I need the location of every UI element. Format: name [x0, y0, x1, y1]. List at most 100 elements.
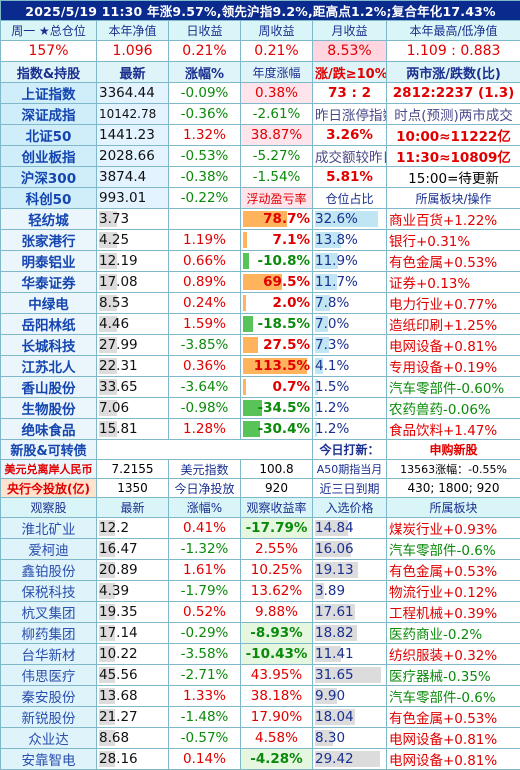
index-change: -0.38% [169, 167, 241, 188]
holding-name[interactable]: 岳阳林纸 [1, 314, 97, 335]
header-cell: 周一 ★总仓位 [1, 21, 97, 41]
header-cell: 入选价格 [313, 498, 387, 518]
holding-pnl: 78.7% [241, 209, 313, 230]
holding-name[interactable]: 香山股份 [1, 377, 97, 398]
watch-return: 17.90% [241, 707, 313, 728]
index-name: 沪深300 [1, 167, 97, 188]
watch-entry: 11.41 [313, 644, 387, 665]
maturity-label: 近三日到期 [313, 479, 387, 498]
watch-change: -3.58% [169, 644, 241, 665]
watch-sector: 汽车零部件-0.6% [387, 686, 520, 707]
pboc-row: 央行今投放(亿) 1350 今日净投放 920 近三日到期 430; 1800;… [1, 479, 520, 498]
watch-sector: 工程机械+0.39% [387, 602, 520, 623]
watch-return: 43.95% [241, 665, 313, 686]
today-ipo-label: 今日打新： [313, 440, 387, 460]
watch-price: 20.89 [97, 560, 169, 581]
holding-name[interactable]: 张家港行 [1, 230, 97, 251]
a50-value: 13563涨幅：-0.55% [387, 460, 520, 479]
watch-price: 21.27 [97, 707, 169, 728]
watch-entry: 18.04 [313, 707, 387, 728]
watch-change: -1.48% [169, 707, 241, 728]
watch-price: 45.56 [97, 665, 169, 686]
pnl-bar [243, 337, 258, 353]
watch-name[interactable]: 淮北矿业 [1, 518, 97, 539]
holding-position: 11.7% [313, 272, 387, 293]
index-ytd: 38.87% [241, 125, 313, 146]
index-name: 创业板指 [1, 146, 97, 167]
holding-name[interactable]: 华泰证券 [1, 272, 97, 293]
holding-price: 3.73 [97, 209, 169, 230]
watch-name[interactable]: 柳药集团 [1, 623, 97, 644]
pnl-bar [243, 316, 253, 332]
holding-name[interactable]: 中绿电 [1, 293, 97, 314]
watch-entry: 19.13 [313, 560, 387, 581]
dxy-value: 100.8 [241, 460, 313, 479]
holding-name[interactable]: 长城科技 [1, 335, 97, 356]
watch-return: -17.79% [241, 518, 313, 539]
holding-name[interactable]: 绝味食品 [1, 419, 97, 440]
watch-name[interactable]: 众业达 [1, 728, 97, 749]
watch-change: -2.71% [169, 665, 241, 686]
holding-name[interactable]: 明泰铝业 [1, 251, 97, 272]
watch-price: 16.47 [97, 539, 169, 560]
index-change: 1.32% [169, 125, 241, 146]
holding-name[interactable]: 轻纺城 [1, 209, 97, 230]
watch-return: -8.93% [241, 623, 313, 644]
index-price: 3874.4 [97, 167, 169, 188]
holding-pnl: 7.1% [241, 230, 313, 251]
holding-pnl: 27.5% [241, 335, 313, 356]
holding-pnl: -18.5% [241, 314, 313, 335]
watch-return: 10.25% [241, 560, 313, 581]
index-aux-1: 昨日涨停指数 [313, 104, 387, 125]
holding-pnl: -30.4% [241, 419, 313, 440]
watch-name[interactable]: 新锐股份 [1, 707, 97, 728]
watch-entry: 29.42 [313, 749, 387, 770]
holding-pnl: -10.8% [241, 251, 313, 272]
header-cell: 涨幅% [169, 62, 241, 83]
year-high-low-value: 1.109 : 0.883 [387, 41, 520, 62]
banner-summary: 2025/5/19 11:30 年涨9.57%,领先沪指9.2%,距高点1.2%… [1, 1, 520, 21]
holding-sector: 专用设备+0.19% [387, 356, 520, 377]
watch-name[interactable]: 安靠智电 [1, 749, 97, 770]
holding-pnl: 2.0% [241, 293, 313, 314]
watch-price: 8.68 [97, 728, 169, 749]
watch-name[interactable]: 杭叉集团 [1, 602, 97, 623]
holding-sector: 电网设备+0.81% [387, 335, 520, 356]
watch-sector: 有色金属+0.53% [387, 560, 520, 581]
watch-name[interactable]: 鑫铂股份 [1, 560, 97, 581]
watch-entry: 16.06 [313, 539, 387, 560]
watch-name[interactable]: 保税科技 [1, 581, 97, 602]
holding-position: 13.8% [313, 230, 387, 251]
watch-change: 1.33% [169, 686, 241, 707]
index-name: 深证成指 [1, 104, 97, 125]
header-cell: 观察股 [1, 498, 97, 518]
watch-name[interactable]: 秦安股份 [1, 686, 97, 707]
watch-change: -1.32% [169, 539, 241, 560]
maturity-value: 430; 1800; 920 [387, 479, 520, 498]
holding-position: 32.6% [313, 209, 387, 230]
watch-return: -10.43% [241, 644, 313, 665]
holding-name[interactable]: 生物股份 [1, 398, 97, 419]
holding-price: 8.53 [97, 293, 169, 314]
a50-label: A50期指当月 [313, 460, 387, 479]
watch-change: 0.41% [169, 518, 241, 539]
holding-name[interactable]: 江苏北人 [1, 356, 97, 377]
watch-change: -0.57% [169, 728, 241, 749]
pnl-bar [243, 295, 246, 311]
watch-name[interactable]: 伟思医疗 [1, 665, 97, 686]
watch-change: -0.29% [169, 623, 241, 644]
watch-entry: 3.89 [313, 581, 387, 602]
holding-change: 0.36% [169, 356, 241, 377]
ipo-blank [97, 440, 313, 460]
watch-name[interactable]: 爱柯迪 [1, 539, 97, 560]
index-price: 2028.66 [97, 146, 169, 167]
watch-name[interactable]: 台华新材 [1, 644, 97, 665]
